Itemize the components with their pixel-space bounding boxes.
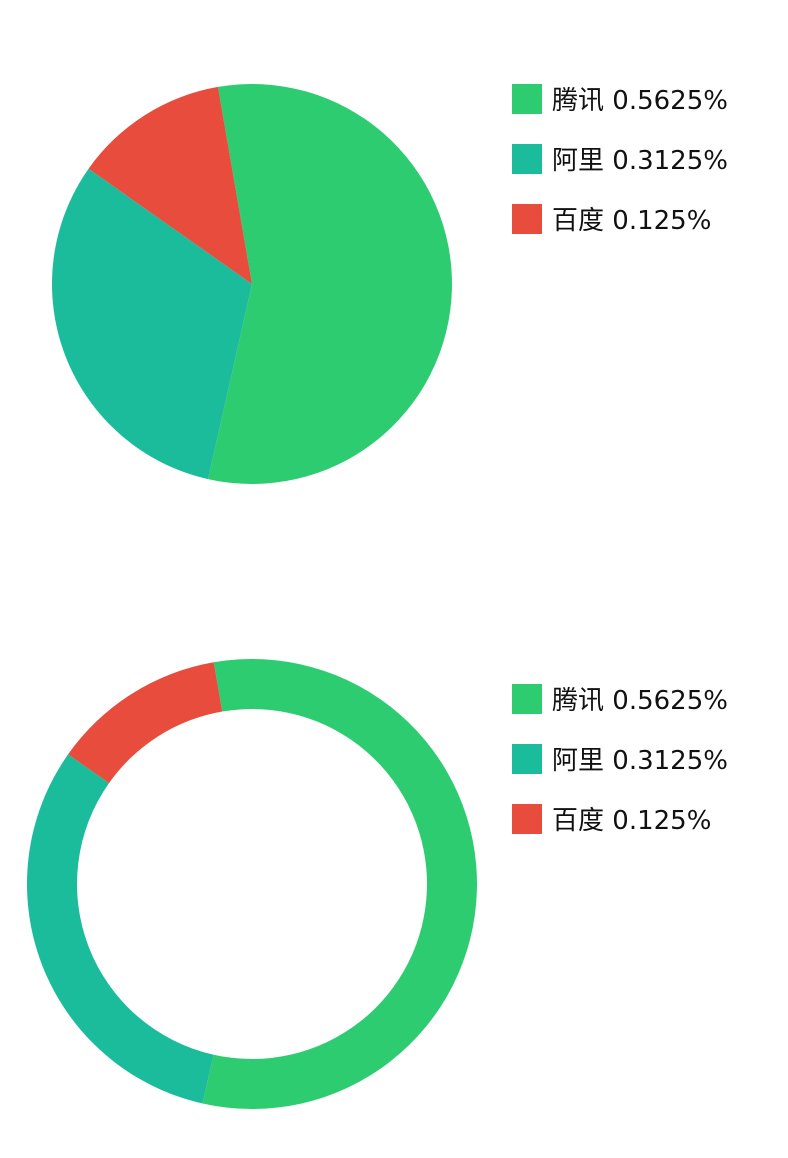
legend-name: 腾讯 <box>552 86 604 116</box>
legend-swatch <box>512 744 542 774</box>
legend-value: 0.125% <box>612 206 711 236</box>
slice <box>202 659 478 1109</box>
legend-name: 阿里 <box>552 746 604 776</box>
legend-value: 0.5625% <box>612 86 728 116</box>
legend-label: 腾讯 0.5625% <box>552 86 728 116</box>
legend-name: 百度 <box>552 806 604 836</box>
legend-value: 0.3125% <box>612 746 728 776</box>
legend: 腾讯 0.5625% 阿里 0.3125% 百度 0.125% <box>512 84 728 236</box>
legend-label: 百度 0.125% <box>552 206 711 236</box>
legend-swatch <box>512 684 542 714</box>
legend-label: 阿里 0.3125% <box>552 746 728 776</box>
legend-label: 百度 0.125% <box>552 806 711 836</box>
legend-name: 阿里 <box>552 146 604 176</box>
legend-swatch <box>512 84 542 114</box>
slice <box>26 754 214 1104</box>
legend-value: 0.5625% <box>612 686 728 716</box>
slice <box>68 662 223 784</box>
legend-swatch <box>512 204 542 234</box>
legend-swatch <box>512 144 542 174</box>
legend-value: 0.3125% <box>612 146 728 176</box>
slice <box>208 83 452 484</box>
legend-swatch <box>512 804 542 834</box>
legend-name: 腾讯 <box>552 686 604 716</box>
slice <box>51 168 253 480</box>
legend-value: 0.125% <box>612 806 711 836</box>
legend-label: 腾讯 0.5625% <box>552 686 728 716</box>
donut-chart: 腾讯 0.5625% 阿里 0.3125% 百度 0.125% <box>26 659 728 1109</box>
legend-name: 百度 <box>552 206 604 236</box>
pie-chart: 腾讯 0.5625% 阿里 0.3125% 百度 0.125% <box>51 83 728 484</box>
legend-label: 阿里 0.3125% <box>552 146 728 176</box>
legend: 腾讯 0.5625% 阿里 0.3125% 百度 0.125% <box>512 684 728 836</box>
slice <box>88 86 253 284</box>
